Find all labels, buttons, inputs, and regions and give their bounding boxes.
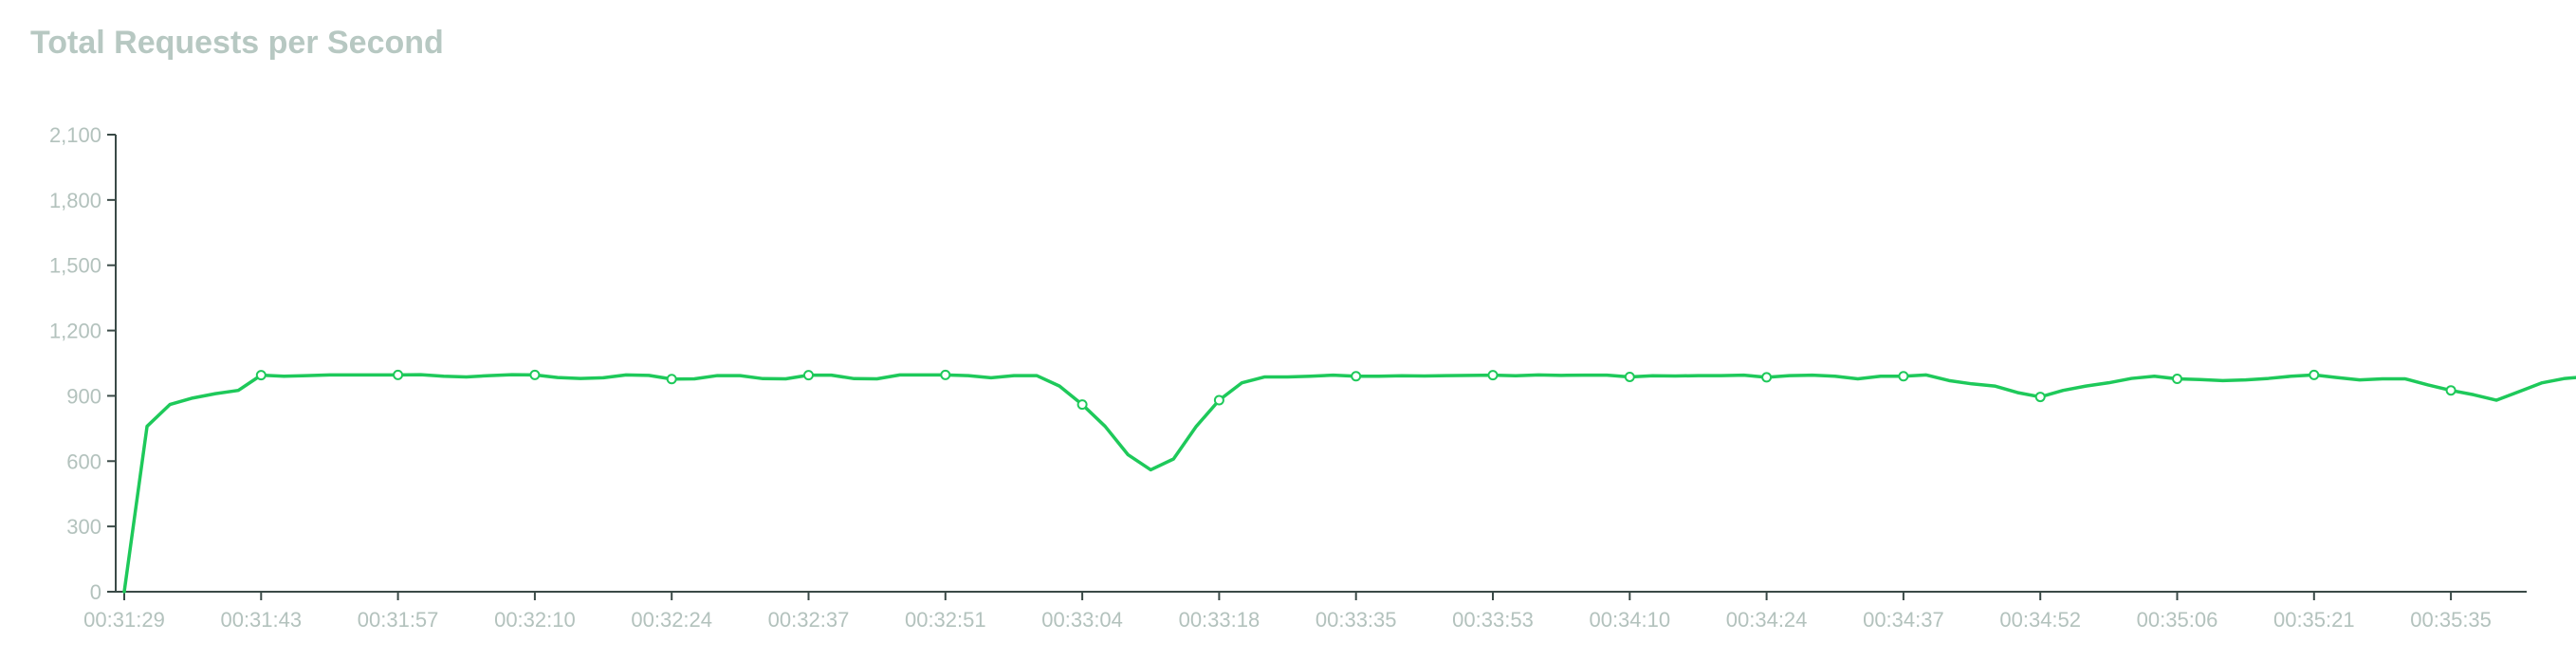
x-tick-label: 00:34:37 [1863,608,1944,632]
x-tick-label: 00:31:57 [358,608,439,632]
x-tick-label: 00:31:29 [83,608,165,632]
data-point-marker[interactable] [666,374,677,385]
data-point-marker[interactable] [529,369,541,380]
x-tick-label: 00:34:10 [1589,608,1670,632]
data-point-marker[interactable] [1761,372,1773,383]
data-point-marker[interactable] [255,370,267,381]
x-tick-label: 00:31:43 [220,608,302,632]
y-tick-label: 2,100 [49,123,101,147]
x-tick-label: 00:35:06 [2137,608,2218,632]
y-tick-label: 1,500 [49,254,101,278]
x-tick-label: 00:33:53 [1452,608,1534,632]
x-tick-label: 00:33:04 [1041,608,1123,632]
x-tick-label: 00:35:21 [2273,608,2355,632]
data-point-marker[interactable] [1076,399,1088,411]
x-tick-label: 00:32:51 [905,608,986,632]
data-point-marker[interactable] [940,369,951,380]
data-point-marker[interactable] [1898,371,1909,382]
y-tick-label: 300 [66,515,101,539]
x-tick-label: 00:32:24 [631,608,712,632]
data-point-marker[interactable] [2445,385,2456,396]
x-tick-label: 00:32:37 [768,608,850,632]
data-point-marker[interactable] [393,369,404,380]
data-point-marker[interactable] [2172,374,2182,385]
x-axis: 00:31:29 00:31:43 00:31:57 00:32:10 00:32:24… [83,591,2527,632]
data-point-marker[interactable] [803,370,814,381]
x-tick-label: 00:32:10 [494,608,576,632]
x-tick-label: 00:33:18 [1179,608,1260,632]
chart-title: Total Requests per Second [30,25,444,61]
y-tick-label: 1,200 [49,320,101,343]
y-axis: 0 300 600 900 1,200 1,500 1,800 2,100 [49,123,117,604]
x-tick-label: 00:33:35 [1316,608,1397,632]
y-tick-label: 0 [90,580,101,604]
series-area [122,369,2576,594]
data-point-marker[interactable] [2034,392,2046,403]
data-point-marker[interactable] [1487,370,1499,381]
y-tick-label: 900 [66,384,101,408]
data-point-marker[interactable] [1213,394,1224,406]
series-line [122,373,2576,594]
data-point-marker[interactable] [1624,371,1635,382]
y-tick-label: 1,800 [49,189,101,212]
x-tick-label: 00:34:52 [1999,608,2081,632]
data-point-marker[interactable] [2309,369,2320,380]
x-tick-label: 00:35:35 [2410,608,2492,632]
x-tick-label: 00:34:24 [1726,608,1808,632]
data-point-marker[interactable] [1351,371,1362,382]
y-tick-label: 600 [66,449,101,473]
